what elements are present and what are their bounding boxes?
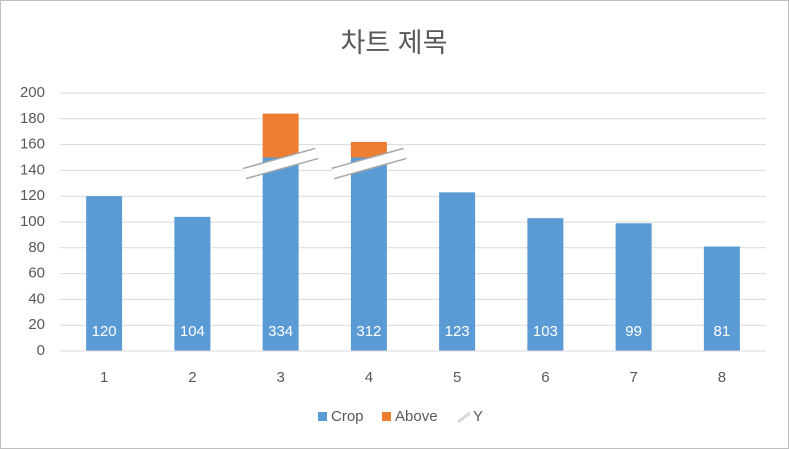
x-tick-label: 8 [718,369,726,386]
bar [615,223,652,351]
data-label: 123 [445,323,470,340]
data-label: 334 [268,323,293,340]
data-label: 103 [533,323,558,340]
legend-label: Crop [331,408,364,425]
y-tick-label: 180 [20,110,45,127]
x-tick-label: 3 [276,369,284,386]
data-label: 312 [356,323,381,340]
data-label: 104 [180,323,205,340]
y-tick-label: 160 [20,136,45,153]
data-label: 120 [92,323,117,340]
y-tick-label: 60 [28,265,45,282]
x-tick-label: 2 [188,369,196,386]
data-label: 99 [625,323,642,340]
chart-title: 차트 제목 [341,28,448,58]
axis-break-line [243,149,318,178]
axis-break [243,147,319,180]
data-label: 81 [714,323,731,340]
axis-break-line [331,149,407,178]
bar [262,157,299,351]
y-tick-label: 100 [20,213,45,230]
x-tick-label: 1 [100,369,108,386]
axis-break [331,147,407,180]
bar [262,113,299,158]
y-tick-label: 200 [20,84,45,101]
y-tick-label: 20 [28,316,45,333]
legend-swatch [382,412,391,421]
bar [527,218,564,351]
bar [439,192,476,351]
x-tick-label: 7 [629,369,637,386]
y-tick-label: 120 [20,187,45,204]
bar [350,157,387,351]
y-tick-label: 80 [28,239,45,256]
y-tick-label: 140 [20,161,45,178]
bar [174,216,211,351]
y-tick-label: 40 [28,290,45,307]
legend-label: Y [473,408,483,425]
x-tick-label: 4 [365,369,373,386]
bar [703,246,740,351]
bar [86,196,123,351]
x-tick-label: 5 [453,369,461,386]
legend-label: Above [395,408,438,425]
legend-swatch [457,411,471,424]
y-tick-label: 0 [37,342,45,359]
legend-swatch [318,412,327,421]
bar [350,142,387,158]
x-tick-label: 6 [541,369,549,386]
